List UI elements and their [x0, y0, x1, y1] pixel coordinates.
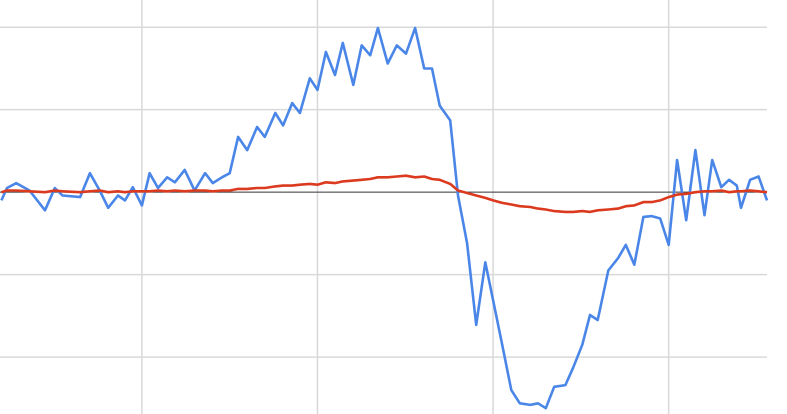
- series-line: [1, 174, 768, 214]
- series-line: [0, 26, 769, 410]
